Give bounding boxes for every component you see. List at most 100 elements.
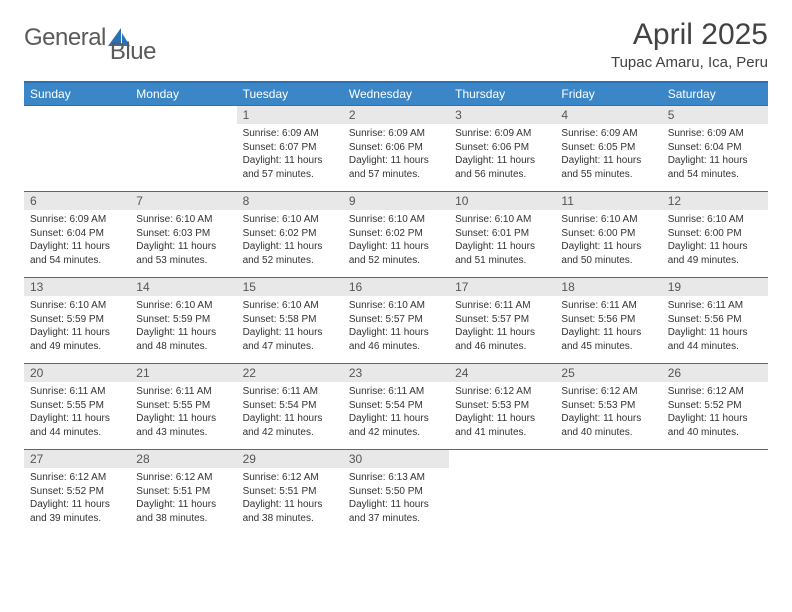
calendar-row: 27Sunrise: 6:12 AMSunset: 5:52 PMDayligh… <box>24 450 768 536</box>
day-number: 14 <box>130 278 236 296</box>
day-number: 2 <box>343 106 449 124</box>
day-details: Sunrise: 6:10 AMSunset: 5:57 PMDaylight:… <box>343 296 449 357</box>
calendar-row: 6Sunrise: 6:09 AMSunset: 6:04 PMDaylight… <box>24 192 768 278</box>
day-number: 10 <box>449 192 555 210</box>
calendar-cell: 29Sunrise: 6:12 AMSunset: 5:51 PMDayligh… <box>237 450 343 536</box>
day-number: 21 <box>130 364 236 382</box>
calendar-cell: 7Sunrise: 6:10 AMSunset: 6:03 PMDaylight… <box>130 192 236 278</box>
weekday-header: Thursday <box>449 82 555 106</box>
day-number: 17 <box>449 278 555 296</box>
calendar-cell: 21Sunrise: 6:11 AMSunset: 5:55 PMDayligh… <box>130 364 236 450</box>
day-number: 22 <box>237 364 343 382</box>
day-number: 30 <box>343 450 449 468</box>
day-details: Sunrise: 6:10 AMSunset: 5:58 PMDaylight:… <box>237 296 343 357</box>
day-details: Sunrise: 6:12 AMSunset: 5:51 PMDaylight:… <box>237 468 343 529</box>
day-number: 8 <box>237 192 343 210</box>
day-number: 29 <box>237 450 343 468</box>
day-number: 27 <box>24 450 130 468</box>
day-details: Sunrise: 6:12 AMSunset: 5:52 PMDaylight:… <box>24 468 130 529</box>
day-details: Sunrise: 6:11 AMSunset: 5:55 PMDaylight:… <box>24 382 130 443</box>
day-number: 9 <box>343 192 449 210</box>
day-details: Sunrise: 6:10 AMSunset: 6:01 PMDaylight:… <box>449 210 555 271</box>
day-details: Sunrise: 6:11 AMSunset: 5:57 PMDaylight:… <box>449 296 555 357</box>
calendar-cell: 4Sunrise: 6:09 AMSunset: 6:05 PMDaylight… <box>555 106 661 192</box>
day-number: 26 <box>662 364 768 382</box>
weekday-header: Sunday <box>24 82 130 106</box>
weekday-header: Tuesday <box>237 82 343 106</box>
calendar-cell: 9Sunrise: 6:10 AMSunset: 6:02 PMDaylight… <box>343 192 449 278</box>
brand-word2: Blue <box>110 38 156 65</box>
calendar-cell: 2Sunrise: 6:09 AMSunset: 6:06 PMDaylight… <box>343 106 449 192</box>
day-details: Sunrise: 6:12 AMSunset: 5:51 PMDaylight:… <box>130 468 236 529</box>
day-number: 25 <box>555 364 661 382</box>
calendar-cell: 30Sunrise: 6:13 AMSunset: 5:50 PMDayligh… <box>343 450 449 536</box>
day-details: Sunrise: 6:13 AMSunset: 5:50 PMDaylight:… <box>343 468 449 529</box>
calendar-cell: 15Sunrise: 6:10 AMSunset: 5:58 PMDayligh… <box>237 278 343 364</box>
brand-word1: General <box>24 24 106 52</box>
calendar-cell: 18Sunrise: 6:11 AMSunset: 5:56 PMDayligh… <box>555 278 661 364</box>
calendar-cell: 23Sunrise: 6:11 AMSunset: 5:54 PMDayligh… <box>343 364 449 450</box>
day-number: 24 <box>449 364 555 382</box>
day-details: Sunrise: 6:10 AMSunset: 5:59 PMDaylight:… <box>24 296 130 357</box>
calendar-row: 13Sunrise: 6:10 AMSunset: 5:59 PMDayligh… <box>24 278 768 364</box>
calendar-cell: 16Sunrise: 6:10 AMSunset: 5:57 PMDayligh… <box>343 278 449 364</box>
day-details: Sunrise: 6:10 AMSunset: 5:59 PMDaylight:… <box>130 296 236 357</box>
day-details: Sunrise: 6:10 AMSunset: 6:03 PMDaylight:… <box>130 210 236 271</box>
location-subtitle: Tupac Amaru, Ica, Peru <box>611 54 768 71</box>
calendar-cell: 6Sunrise: 6:09 AMSunset: 6:04 PMDaylight… <box>24 192 130 278</box>
calendar-row: ....1Sunrise: 6:09 AMSunset: 6:07 PMDayl… <box>24 106 768 192</box>
calendar-cell: 28Sunrise: 6:12 AMSunset: 5:51 PMDayligh… <box>130 450 236 536</box>
day-details: Sunrise: 6:12 AMSunset: 5:53 PMDaylight:… <box>555 382 661 443</box>
calendar-cell: 3Sunrise: 6:09 AMSunset: 6:06 PMDaylight… <box>449 106 555 192</box>
calendar-cell: .. <box>130 106 236 192</box>
calendar-cell: 10Sunrise: 6:10 AMSunset: 6:01 PMDayligh… <box>449 192 555 278</box>
day-number: 28 <box>130 450 236 468</box>
calendar-cell: 11Sunrise: 6:10 AMSunset: 6:00 PMDayligh… <box>555 192 661 278</box>
day-details: Sunrise: 6:11 AMSunset: 5:54 PMDaylight:… <box>343 382 449 443</box>
calendar-cell: 1Sunrise: 6:09 AMSunset: 6:07 PMDaylight… <box>237 106 343 192</box>
day-details: Sunrise: 6:10 AMSunset: 6:02 PMDaylight:… <box>237 210 343 271</box>
calendar-cell: 17Sunrise: 6:11 AMSunset: 5:57 PMDayligh… <box>449 278 555 364</box>
weekday-header: Monday <box>130 82 236 106</box>
day-details: Sunrise: 6:09 AMSunset: 6:06 PMDaylight:… <box>343 124 449 185</box>
calendar-cell: 14Sunrise: 6:10 AMSunset: 5:59 PMDayligh… <box>130 278 236 364</box>
calendar-cell: 25Sunrise: 6:12 AMSunset: 5:53 PMDayligh… <box>555 364 661 450</box>
day-number: 20 <box>24 364 130 382</box>
calendar-cell: 26Sunrise: 6:12 AMSunset: 5:52 PMDayligh… <box>662 364 768 450</box>
day-details: Sunrise: 6:11 AMSunset: 5:54 PMDaylight:… <box>237 382 343 443</box>
day-number: 23 <box>343 364 449 382</box>
day-details: Sunrise: 6:09 AMSunset: 6:04 PMDaylight:… <box>662 124 768 185</box>
page-title: April 2025 <box>611 18 768 52</box>
day-number: 4 <box>555 106 661 124</box>
calendar-cell: 22Sunrise: 6:11 AMSunset: 5:54 PMDayligh… <box>237 364 343 450</box>
calendar-cell: 20Sunrise: 6:11 AMSunset: 5:55 PMDayligh… <box>24 364 130 450</box>
day-details: Sunrise: 6:10 AMSunset: 6:00 PMDaylight:… <box>662 210 768 271</box>
calendar-cell: .. <box>662 450 768 536</box>
weekday-header: Saturday <box>662 82 768 106</box>
day-details: Sunrise: 6:09 AMSunset: 6:06 PMDaylight:… <box>449 124 555 185</box>
calendar-cell: 8Sunrise: 6:10 AMSunset: 6:02 PMDaylight… <box>237 192 343 278</box>
day-number: 5 <box>662 106 768 124</box>
calendar-cell: 19Sunrise: 6:11 AMSunset: 5:56 PMDayligh… <box>662 278 768 364</box>
day-number: 13 <box>24 278 130 296</box>
calendar-table: SundayMondayTuesdayWednesdayThursdayFrid… <box>24 81 768 536</box>
day-number: 12 <box>662 192 768 210</box>
day-number: 18 <box>555 278 661 296</box>
calendar-cell: 12Sunrise: 6:10 AMSunset: 6:00 PMDayligh… <box>662 192 768 278</box>
brand-logo: General Blue <box>24 24 182 52</box>
calendar-cell: .. <box>449 450 555 536</box>
calendar-cell: 13Sunrise: 6:10 AMSunset: 5:59 PMDayligh… <box>24 278 130 364</box>
calendar-cell: 5Sunrise: 6:09 AMSunset: 6:04 PMDaylight… <box>662 106 768 192</box>
day-details: Sunrise: 6:09 AMSunset: 6:07 PMDaylight:… <box>237 124 343 185</box>
day-details: Sunrise: 6:10 AMSunset: 6:00 PMDaylight:… <box>555 210 661 271</box>
calendar-cell: .. <box>555 450 661 536</box>
day-number: 11 <box>555 192 661 210</box>
calendar-cell: 24Sunrise: 6:12 AMSunset: 5:53 PMDayligh… <box>449 364 555 450</box>
day-details: Sunrise: 6:12 AMSunset: 5:52 PMDaylight:… <box>662 382 768 443</box>
day-details: Sunrise: 6:11 AMSunset: 5:56 PMDaylight:… <box>662 296 768 357</box>
day-details: Sunrise: 6:11 AMSunset: 5:55 PMDaylight:… <box>130 382 236 443</box>
day-number: 1 <box>237 106 343 124</box>
day-number: 19 <box>662 278 768 296</box>
day-details: Sunrise: 6:11 AMSunset: 5:56 PMDaylight:… <box>555 296 661 357</box>
day-number: 6 <box>24 192 130 210</box>
